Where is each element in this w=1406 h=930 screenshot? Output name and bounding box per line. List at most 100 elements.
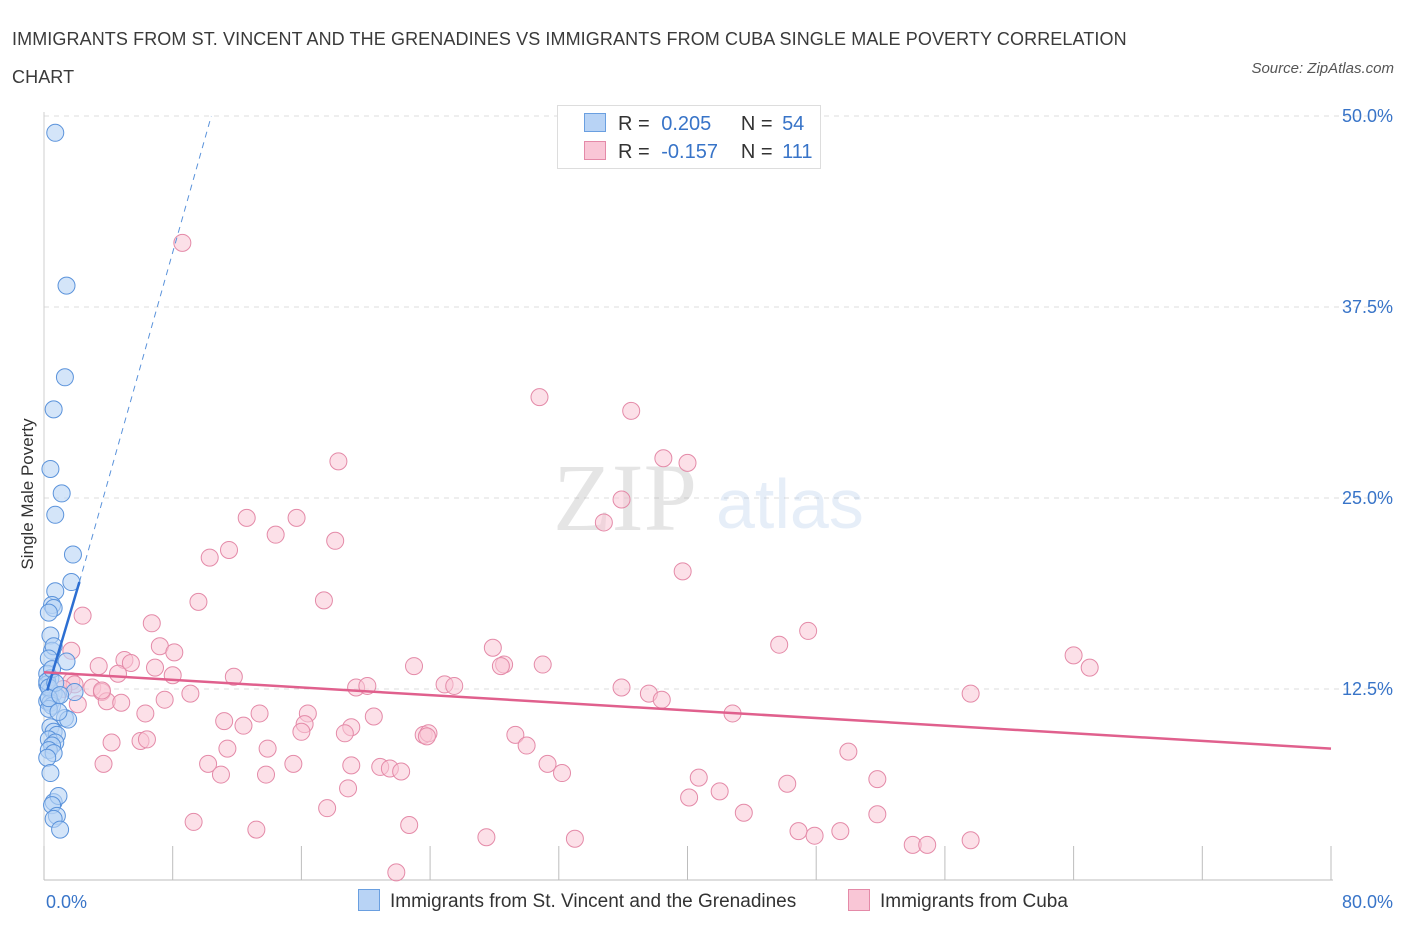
- cuba-point: [181, 684, 200, 703]
- cuba-point: [789, 822, 808, 841]
- cuba-point: [136, 704, 155, 723]
- cuba-point: [200, 548, 219, 567]
- cuba-point: [673, 562, 692, 581]
- cuba-point: [805, 826, 824, 845]
- cuba-point: [215, 712, 234, 731]
- legend-swatch-st-vincent: [584, 113, 606, 132]
- st-vincent-point: [52, 484, 71, 503]
- cuba-point: [165, 643, 184, 662]
- cuba-points: [54, 233, 1099, 882]
- cuba-point: [339, 779, 358, 798]
- cuba-point: [799, 621, 818, 640]
- bottom-legend-st-vincent: Immigrants from St. Vincent and the Gren…: [358, 889, 796, 915]
- cuba-point: [211, 765, 230, 784]
- st-vincent-point: [38, 748, 57, 767]
- bottom-legend-swatch-cuba: [848, 889, 870, 911]
- legend-swatch-cuba: [584, 141, 606, 160]
- cuba-point: [73, 606, 92, 625]
- bottom-legend-cuba: Immigrants from Cuba: [848, 889, 1068, 915]
- cuba-point: [654, 449, 673, 468]
- cuba-point: [234, 716, 253, 735]
- cuba-point: [565, 829, 584, 848]
- st-vincent-point: [46, 123, 65, 142]
- cuba-point: [224, 667, 243, 686]
- cuba-point: [102, 733, 121, 752]
- cuba-point: [258, 739, 277, 758]
- cuba-point: [778, 774, 797, 793]
- st-vincent-point: [51, 686, 70, 705]
- cuba-point: [477, 828, 496, 847]
- cuba-point: [918, 835, 937, 854]
- cuba-point: [652, 690, 671, 709]
- cuba-point: [109, 664, 128, 683]
- watermark-atlas: atlas: [716, 465, 864, 543]
- st-vincent-point: [39, 603, 58, 622]
- cuba-point: [533, 655, 552, 674]
- legend-n-label: N =: [740, 113, 773, 135]
- cuba-point: [506, 725, 525, 744]
- st-vincent-point: [63, 545, 82, 564]
- st-vincent-point: [55, 368, 74, 387]
- cuba-point: [831, 822, 850, 841]
- st-vincent-point: [51, 820, 70, 839]
- cuba-point: [318, 799, 337, 818]
- legend-n-label: N =: [740, 141, 773, 163]
- legend-row-st-vincent: R = 0.205 N = 54: [584, 112, 804, 136]
- cuba-point: [517, 736, 536, 755]
- trendlines: [43, 115, 1332, 750]
- st-vincent-point: [44, 400, 63, 419]
- cuba-trendline: [43, 670, 1332, 750]
- cuba-point: [710, 782, 729, 801]
- cuba-point: [405, 657, 424, 676]
- cuba-point: [237, 508, 256, 527]
- st-vincent-point: [65, 683, 84, 702]
- cuba-point: [142, 614, 161, 633]
- cuba-point: [392, 762, 411, 781]
- gridlines: [44, 115, 1392, 690]
- bottom-legend-label-st-vincent: Immigrants from St. Vincent and the Gren…: [390, 891, 797, 912]
- bottom-legend-label-cuba: Immigrants from Cuba: [880, 891, 1068, 912]
- cuba-point: [1064, 646, 1083, 665]
- legend-r-value: -0.157: [661, 141, 718, 163]
- cuba-point: [218, 739, 237, 758]
- y-tick-label: 12.5%: [1342, 679, 1393, 699]
- cuba-point: [335, 724, 354, 743]
- legend-r-label: R =: [618, 113, 650, 135]
- cuba-point: [284, 754, 303, 773]
- cuba-point: [961, 831, 980, 850]
- legend-r-value: 0.205: [661, 113, 712, 135]
- y-tick-label: 25.0%: [1342, 488, 1393, 508]
- st-vincent-trend-dashed: [78, 115, 212, 583]
- cuba-point: [292, 722, 311, 741]
- cuba-point: [89, 657, 108, 676]
- cuba-point: [839, 742, 858, 761]
- y-tick-label: 50.0%: [1342, 106, 1393, 126]
- y-tick-label: 37.5%: [1342, 297, 1393, 317]
- cuba-point: [250, 704, 269, 723]
- x-tick-label: 80.0%: [1342, 892, 1393, 912]
- cuba-point: [417, 727, 436, 746]
- cuba-point: [1080, 658, 1099, 677]
- cuba-point: [868, 805, 887, 824]
- legend: R = 0.205 N = 54 R = -0.157 N = 111: [557, 105, 821, 169]
- st-vincent-point: [41, 764, 60, 783]
- st-vincent-point: [41, 459, 60, 478]
- cuba-point: [734, 803, 753, 822]
- cuba-point: [94, 754, 113, 773]
- chart-title: IMMIGRANTS FROM ST. VINCENT AND THE GREN…: [12, 29, 1127, 87]
- cuba-point: [137, 730, 156, 749]
- cuba-point: [112, 693, 131, 712]
- cuba-point: [594, 513, 613, 532]
- cuba-point: [155, 690, 174, 709]
- bottom-legend-swatch-st-vincent: [358, 889, 380, 911]
- cuba-point: [553, 764, 572, 783]
- cuba-point: [146, 658, 165, 677]
- x-tick-label: 0.0%: [46, 892, 87, 912]
- cuba-point: [257, 765, 276, 784]
- source-label: Source: ZipAtlas.com: [1251, 60, 1394, 77]
- cuba-point: [770, 635, 789, 654]
- cuba-point: [678, 453, 697, 472]
- cuba-point: [92, 681, 111, 700]
- cuba-point: [314, 591, 333, 610]
